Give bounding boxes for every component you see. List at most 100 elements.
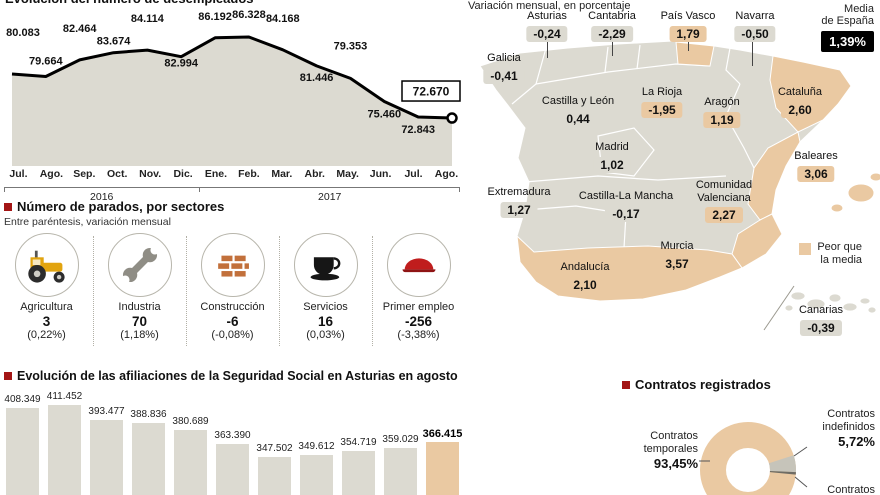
region-value-badge: 3,57 [658, 255, 696, 272]
map-region-label: Castilla-La Mancha -0,17 [579, 190, 673, 223]
island-menorca [869, 172, 880, 182]
region-value-badge: 1,27 [500, 201, 538, 218]
map-region-label: Aragón 1,19 [703, 96, 741, 129]
region-murcia [731, 213, 783, 269]
region-name: La Rioja [641, 86, 683, 98]
region-name: Canarias [798, 304, 844, 316]
month-tick-label: Mar. [271, 168, 293, 180]
region-value-badge: 1,79 [669, 25, 707, 42]
region-value-badge: 1,19 [703, 111, 741, 128]
region-value-badge: 1,02 [593, 156, 631, 173]
sector-icon-circle [14, 233, 79, 297]
month-tick-label: Jul. [9, 168, 28, 180]
latest-point-marker [446, 112, 458, 124]
sector-variation: (0,22%) [27, 329, 66, 341]
sector-divider [372, 236, 373, 346]
sector-value: 3 [42, 314, 51, 329]
latest-value-box [401, 80, 461, 102]
region-value-badge: -0,41 [483, 67, 525, 84]
affiliation-bar [216, 444, 249, 495]
map-legend-text: Peor que la media [817, 241, 862, 266]
sector-variation: (-0,08%) [211, 329, 254, 341]
map-region-label: Andalucía 2,10 [561, 261, 609, 294]
point-value-label: 83.674 [97, 36, 132, 48]
month-tick-label: Oct. [107, 168, 128, 180]
sector-value: -6 [226, 314, 239, 329]
spain-average-caption-line1: Media [844, 3, 874, 15]
island-mallorca [847, 183, 875, 203]
sector-construccion: Construcción -6 (-0,08%) [186, 233, 279, 341]
bar-value-label: 393.477 [88, 405, 125, 417]
month-tick-label: Feb. [238, 168, 260, 180]
year-axis-tick [459, 188, 460, 192]
latest-value-label: 72.670 [413, 85, 450, 99]
bar-value-label: 359.029 [382, 433, 419, 445]
affiliations-title: Evolución de las afiliaciones de la Segu… [4, 369, 458, 383]
month-tick-label: Jul. [404, 168, 423, 180]
map-region-label: Canarias -0,39 [799, 304, 843, 337]
region-name: Cataluña [777, 86, 823, 98]
month-tick-label: Ago. [434, 168, 459, 180]
sector-label: Primer empleo [382, 301, 455, 313]
bar-value-label: 354.719 [340, 437, 377, 449]
affiliations-bar-chart: 408.349 411.452 393.477 388.836 380.689 363.3… [2, 388, 464, 495]
region-name: Galicia [487, 52, 521, 64]
point-value-label: 84.168 [266, 13, 300, 25]
map-region-label: La Rioja -1,95 [641, 86, 683, 119]
spain-average-badge: 1,39% [821, 31, 874, 52]
spain-average: Media de España 1,39% [792, 3, 874, 52]
map-region-label: Galicia -0,41 [483, 52, 525, 85]
island-ibiza [830, 203, 844, 213]
region-leader-line [612, 42, 613, 56]
affiliation-bar [174, 430, 207, 495]
red-square-bullet-icon [4, 372, 12, 380]
region-name: Asturias [527, 10, 567, 22]
tractor-icon [27, 250, 65, 283]
sector-variation: (0,03%) [306, 329, 345, 341]
map-region-label: Madrid 1,02 [593, 141, 631, 174]
point-value-label: 72.843 [401, 124, 435, 136]
sector-label: Industria [118, 301, 161, 313]
region-name: Extremadura [487, 186, 551, 198]
year-label: 2017 [318, 191, 342, 203]
sector-industria: Industria 70 (1,18%) [93, 233, 186, 341]
donut-label-indefinidos: Contratos indefinidos 5,72% [822, 408, 875, 449]
bricks-icon [216, 254, 250, 278]
region-value-badge: 3,06 [797, 165, 835, 182]
region-leader-line [752, 42, 753, 66]
month-tick-label: Ago. [39, 168, 64, 180]
point-value-label: 82.994 [164, 58, 199, 70]
bar-value-label: 411.452 [46, 391, 83, 402]
region-value-badge: 2,27 [705, 207, 743, 223]
affiliation-bar [132, 423, 165, 495]
affiliation-bar [90, 419, 123, 495]
line-chart-year-axis: 2016 2017 [4, 187, 460, 203]
spain-average-caption-line2: de España [821, 15, 874, 27]
coffee-cup-icon [310, 257, 340, 281]
flat-cap-icon [402, 258, 435, 273]
sectors-title: Número de parados, por sectores [4, 199, 224, 214]
point-value-label: 86.192 [198, 11, 232, 23]
unemployment-trend-line [11, 35, 453, 120]
line-chart-area-fill [12, 37, 452, 166]
year-label: 2016 [90, 191, 114, 203]
sector-label: Servicios [303, 301, 348, 313]
sector-icon-circle [386, 233, 451, 297]
canary-islands [784, 291, 877, 314]
region-value-badge: -0,24 [526, 25, 568, 42]
bar-value-label: 388.836 [130, 409, 167, 421]
region-pais-vasco [675, 41, 715, 67]
point-value-label: 79.664 [29, 56, 64, 68]
map-region-label: Castilla y León 0,44 [542, 95, 614, 128]
region-value-badge: -0,39 [800, 319, 842, 336]
worse-than-average-swatch-icon [799, 243, 812, 255]
bar-value-label: 408.349 [4, 393, 41, 405]
map-region-label: Asturias -0,24 [526, 10, 568, 43]
affiliation-bar [300, 455, 333, 495]
month-tick-label: Abr. [304, 168, 325, 180]
sector-primer-empleo: Primer empleo -256 (-3,38%) [372, 233, 465, 341]
line-chart-month-axis: Jul. Ago. Sep. Oct. Nov. Dic. Ene. Feb. Mar. Abr.… [2, 168, 463, 180]
year-axis-tick [199, 188, 201, 192]
sector-variation: (1,18%) [120, 329, 159, 341]
